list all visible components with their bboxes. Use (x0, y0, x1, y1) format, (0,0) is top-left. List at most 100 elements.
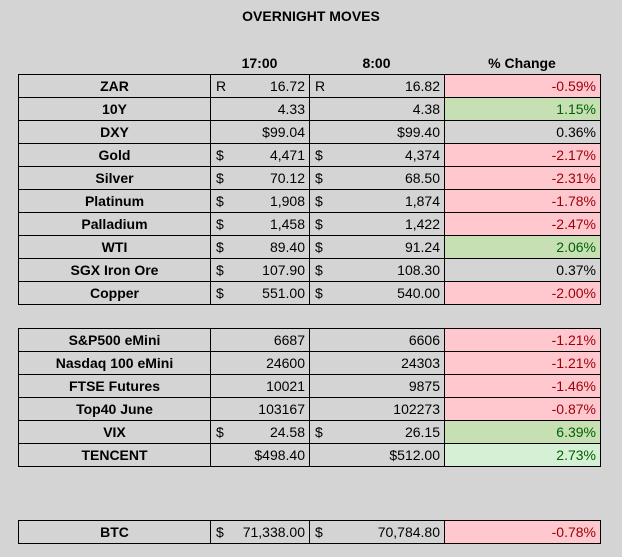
table-row: TENCENT $498.40 $512.00 2.73% (18, 443, 601, 467)
value-1700: $1,458 (210, 212, 310, 236)
instrument-name: Silver (18, 166, 211, 190)
value-1700: $1,908 (210, 189, 310, 213)
value-1700: 6687 (210, 328, 310, 352)
page-title: OVERNIGHT MOVES (242, 8, 380, 24)
pct-change-cell: -2.47% (444, 212, 601, 236)
value-number: 1,908 (269, 193, 305, 209)
value-number: 107.90 (262, 262, 305, 278)
value-0800: $1,874 (309, 189, 445, 213)
table-row: Palladium $1,458 $1,422 -2.47% (18, 212, 601, 236)
table-row: WTI $89.40 $91.24 2.06% (18, 235, 601, 259)
value-number: 103167 (258, 401, 305, 417)
instrument-name: Gold (18, 143, 211, 167)
value-number: 10021 (266, 378, 305, 394)
currency-symbol: $ (315, 285, 323, 301)
value-0800: $68.50 (309, 166, 445, 190)
currency-symbol: $ (315, 262, 323, 278)
value-0800: 6606 (309, 328, 445, 352)
value-number: 102273 (393, 401, 440, 417)
currency-symbol: $ (216, 193, 224, 209)
currency-symbol: $ (216, 147, 224, 163)
table-row: SGX Iron Ore $107.90 $108.30 0.37% (18, 258, 601, 282)
pct-change-cell: -2.17% (444, 143, 601, 167)
instrument-name: FTSE Futures (18, 374, 211, 398)
value-number: 71,338.00 (242, 524, 305, 540)
header-0800: 8:00 (362, 55, 391, 71)
value-1700: 10021 (210, 374, 310, 398)
value-number: 6687 (273, 332, 305, 348)
pct-change-cell: -2.00% (444, 281, 601, 305)
value-number: 4,374 (404, 147, 440, 163)
pct-change-cell: -1.46% (444, 374, 601, 398)
currency-symbol: R (315, 78, 326, 94)
table-row: Platinum $1,908 $1,874 -1.78% (18, 189, 601, 213)
instrument-name: Platinum (18, 189, 211, 213)
value-number: 24303 (401, 355, 440, 371)
value-0800: 9875 (309, 374, 445, 398)
value-number: 551.00 (262, 285, 305, 301)
value-0800: $540.00 (309, 281, 445, 305)
currency-symbol: $ (315, 147, 323, 163)
value-number: 89.40 (269, 239, 305, 255)
value-0800: $108.30 (309, 258, 445, 282)
instrument-name: 10Y (18, 97, 211, 121)
table-row: DXY $99.04 $99.40 0.36% (18, 120, 601, 144)
value-number: 4,471 (269, 147, 305, 163)
currency-symbol: $ (315, 216, 323, 232)
value-1700: $70.12 (210, 166, 310, 190)
value-number: 91.24 (404, 239, 440, 255)
pct-change-cell: -0.59% (444, 74, 601, 98)
currency-symbol: $ (315, 239, 323, 255)
value-number: 26.15 (404, 424, 440, 440)
pct-change-cell: -1.21% (444, 328, 601, 352)
currency-symbol: $ (216, 424, 224, 440)
value-0800: 4.38 (309, 97, 445, 121)
value-number: 9875 (408, 378, 440, 394)
instrument-name: Palladium (18, 212, 211, 236)
table-row: Silver $70.12 $68.50 -2.31% (18, 166, 601, 190)
value-number: 540.00 (397, 285, 440, 301)
value-number: $99.40 (397, 124, 440, 140)
currency-symbol: R (216, 78, 227, 94)
currency-symbol: $ (216, 262, 224, 278)
value-1700: $99.04 (210, 120, 310, 144)
instrument-name: TENCENT (18, 443, 211, 467)
instrument-name: Copper (18, 281, 211, 305)
value-number: $512.00 (389, 447, 440, 463)
value-number: 6606 (408, 332, 440, 348)
currency-symbol: $ (216, 285, 224, 301)
value-0800: $512.00 (309, 443, 445, 467)
table-row: 10Y 4.33 4.38 1.15% (18, 97, 601, 121)
instrument-name: SGX Iron Ore (18, 258, 211, 282)
pct-change-cell: -1.21% (444, 351, 601, 375)
value-1700: $4,471 (210, 143, 310, 167)
currency-symbol: $ (315, 524, 323, 540)
value-number: 4.33 (277, 101, 305, 117)
value-number: 108.30 (397, 262, 440, 278)
currency-symbol: $ (216, 524, 224, 540)
pct-change-cell: -0.78% (444, 520, 601, 544)
currency-symbol: $ (315, 193, 323, 209)
table-row: S&P500 eMini 6687 6606 -1.21% (18, 328, 601, 352)
table-row: Copper $551.00 $540.00 -2.00% (18, 281, 601, 305)
value-0800: $99.40 (309, 120, 445, 144)
pct-change-cell: 1.15% (444, 97, 601, 121)
value-1700: 103167 (210, 397, 310, 421)
instrument-name: Top40 June (18, 397, 211, 421)
instrument-name: DXY (18, 120, 211, 144)
currency-symbol: $ (216, 216, 224, 232)
value-0800: 24303 (309, 351, 445, 375)
value-0800: $4,374 (309, 143, 445, 167)
instrument-name: BTC (18, 520, 211, 544)
pct-change-cell: -0.87% (444, 397, 601, 421)
table-row: Top40 June 103167 102273 -0.87% (18, 397, 601, 421)
value-0800: $91.24 (309, 235, 445, 259)
currency-symbol: $ (216, 239, 224, 255)
value-number: 24600 (266, 355, 305, 371)
instrument-name: Nasdaq 100 eMini (18, 351, 211, 375)
table-row: ZAR R 16.72 R 16.82 -0.59% (18, 74, 601, 98)
pct-change-cell: 6.39% (444, 420, 601, 444)
value-number: 70,784.80 (377, 524, 440, 540)
value-0800: $70,784.80 (309, 520, 445, 544)
instrument-name: S&P500 eMini (18, 328, 211, 352)
